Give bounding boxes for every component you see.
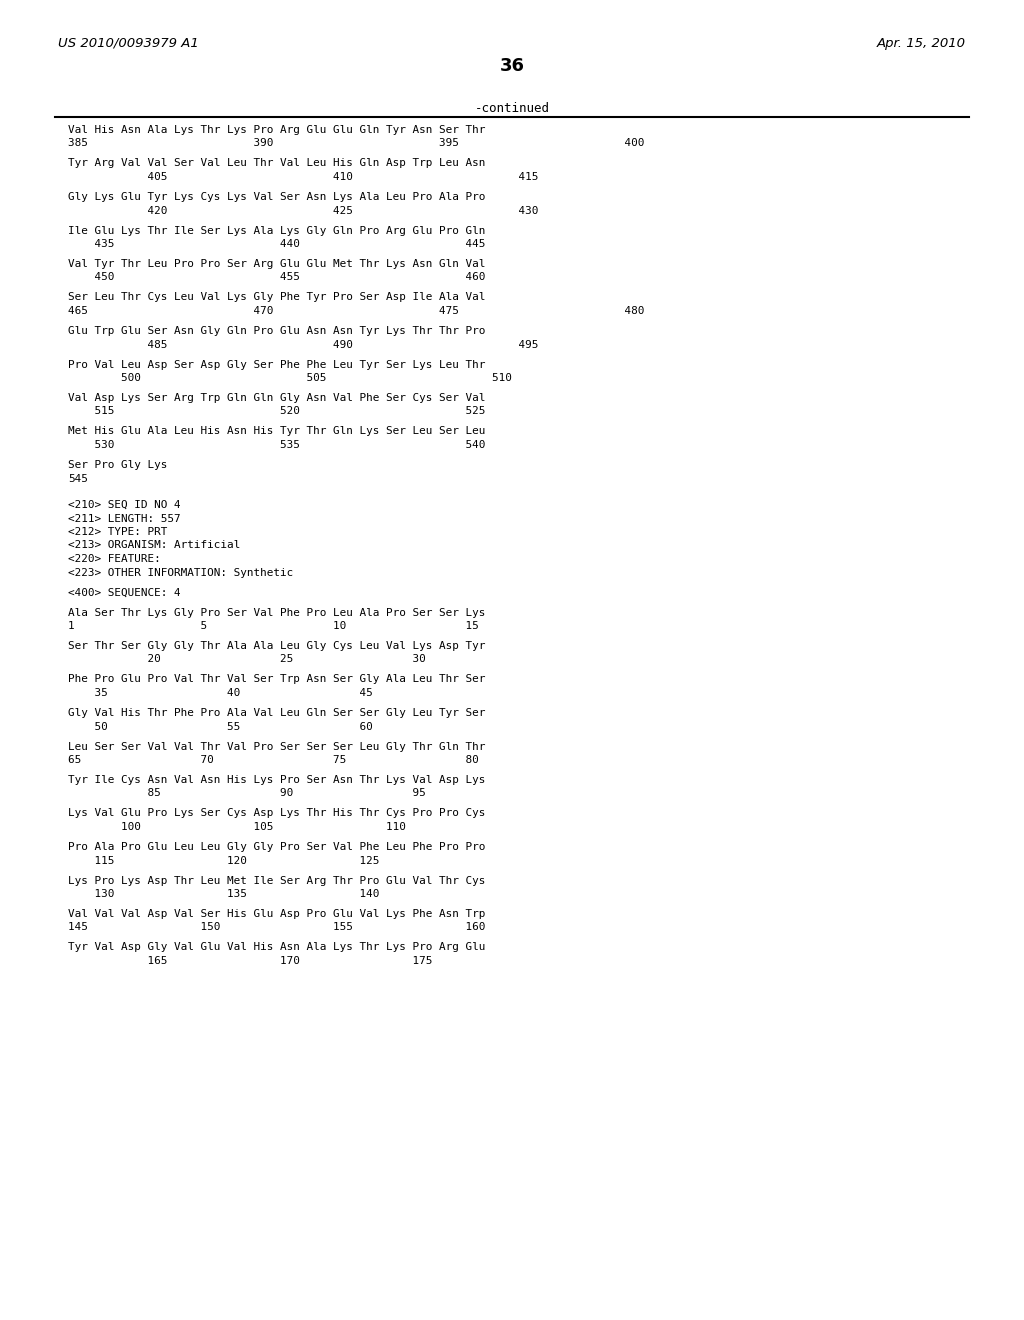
Text: 530                         535                         540: 530 535 540 [68, 440, 485, 450]
Text: Glu Trp Glu Ser Asn Gly Gln Pro Glu Asn Asn Tyr Lys Thr Thr Pro: Glu Trp Glu Ser Asn Gly Gln Pro Glu Asn … [68, 326, 485, 337]
Text: 435                         440                         445: 435 440 445 [68, 239, 485, 249]
Text: <211> LENGTH: 557: <211> LENGTH: 557 [68, 513, 180, 524]
Text: Tyr Ile Cys Asn Val Asn His Lys Pro Ser Asn Thr Lys Val Asp Lys: Tyr Ile Cys Asn Val Asn His Lys Pro Ser … [68, 775, 485, 785]
Text: 1                   5                   10                  15: 1 5 10 15 [68, 620, 479, 631]
Text: 405                         410                         415: 405 410 415 [68, 172, 539, 182]
Text: Val Val Val Asp Val Ser His Glu Asp Pro Glu Val Lys Phe Asn Trp: Val Val Val Asp Val Ser His Glu Asp Pro … [68, 909, 485, 919]
Text: 385                         390                         395                     : 385 390 395 [68, 139, 644, 149]
Text: US 2010/0093979 A1: US 2010/0093979 A1 [58, 37, 199, 50]
Text: 85                  90                  95: 85 90 95 [68, 788, 426, 799]
Text: Tyr Arg Val Val Ser Val Leu Thr Val Leu His Gln Asp Trp Leu Asn: Tyr Arg Val Val Ser Val Leu Thr Val Leu … [68, 158, 485, 169]
Text: Ser Thr Ser Gly Gly Thr Ala Ala Leu Gly Cys Leu Val Lys Asp Tyr: Ser Thr Ser Gly Gly Thr Ala Ala Leu Gly … [68, 642, 485, 651]
Text: -continued: -continued [474, 102, 550, 115]
Text: Apr. 15, 2010: Apr. 15, 2010 [877, 37, 966, 50]
Text: <223> OTHER INFORMATION: Synthetic: <223> OTHER INFORMATION: Synthetic [68, 568, 293, 578]
Text: 130                 135                 140: 130 135 140 [68, 888, 379, 899]
Text: 20                  25                  30: 20 25 30 [68, 655, 426, 664]
Text: 115                 120                 125: 115 120 125 [68, 855, 379, 866]
Text: <220> FEATURE:: <220> FEATURE: [68, 554, 161, 564]
Text: <400> SEQUENCE: 4: <400> SEQUENCE: 4 [68, 587, 180, 598]
Text: 485                         490                         495: 485 490 495 [68, 339, 539, 350]
Text: 545: 545 [68, 474, 88, 483]
Text: Gly Val His Thr Phe Pro Ala Val Leu Gln Ser Ser Gly Leu Tyr Ser: Gly Val His Thr Phe Pro Ala Val Leu Gln … [68, 708, 485, 718]
Text: 145                 150                 155                 160: 145 150 155 160 [68, 923, 485, 932]
Text: 36: 36 [500, 57, 524, 75]
Text: Met His Glu Ala Leu His Asn His Tyr Thr Gln Lys Ser Leu Ser Leu: Met His Glu Ala Leu His Asn His Tyr Thr … [68, 426, 485, 437]
Text: 420                         425                         430: 420 425 430 [68, 206, 539, 215]
Text: Val Tyr Thr Leu Pro Pro Ser Arg Glu Glu Met Thr Lys Asn Gln Val: Val Tyr Thr Leu Pro Pro Ser Arg Glu Glu … [68, 259, 485, 269]
Text: 35                  40                  45: 35 40 45 [68, 688, 373, 698]
Text: 450                         455                         460: 450 455 460 [68, 272, 485, 282]
Text: Phe Pro Glu Pro Val Thr Val Ser Trp Asn Ser Gly Ala Leu Thr Ser: Phe Pro Glu Pro Val Thr Val Ser Trp Asn … [68, 675, 485, 685]
Text: <212> TYPE: PRT: <212> TYPE: PRT [68, 527, 167, 537]
Text: Pro Val Leu Asp Ser Asp Gly Ser Phe Phe Leu Tyr Ser Lys Leu Thr: Pro Val Leu Asp Ser Asp Gly Ser Phe Phe … [68, 359, 485, 370]
Text: Leu Ser Ser Val Val Thr Val Pro Ser Ser Ser Leu Gly Thr Gln Thr: Leu Ser Ser Val Val Thr Val Pro Ser Ser … [68, 742, 485, 751]
Text: 165                 170                 175: 165 170 175 [68, 956, 432, 966]
Text: 65                  70                  75                  80: 65 70 75 80 [68, 755, 479, 766]
Text: Gly Lys Glu Tyr Lys Cys Lys Val Ser Asn Lys Ala Leu Pro Ala Pro: Gly Lys Glu Tyr Lys Cys Lys Val Ser Asn … [68, 191, 485, 202]
Text: Ala Ser Thr Lys Gly Pro Ser Val Phe Pro Leu Ala Pro Ser Ser Lys: Ala Ser Thr Lys Gly Pro Ser Val Phe Pro … [68, 607, 485, 618]
Text: <210> SEQ ID NO 4: <210> SEQ ID NO 4 [68, 500, 180, 510]
Text: Lys Val Glu Pro Lys Ser Cys Asp Lys Thr His Thr Cys Pro Pro Cys: Lys Val Glu Pro Lys Ser Cys Asp Lys Thr … [68, 808, 485, 818]
Text: 50                  55                  60: 50 55 60 [68, 722, 373, 731]
Text: Tyr Val Asp Gly Val Glu Val His Asn Ala Lys Thr Lys Pro Arg Glu: Tyr Val Asp Gly Val Glu Val His Asn Ala … [68, 942, 485, 953]
Text: 515                         520                         525: 515 520 525 [68, 407, 485, 417]
Text: Ile Glu Lys Thr Ile Ser Lys Ala Lys Gly Gln Pro Arg Glu Pro Gln: Ile Glu Lys Thr Ile Ser Lys Ala Lys Gly … [68, 226, 485, 235]
Text: <213> ORGANISM: Artificial: <213> ORGANISM: Artificial [68, 540, 241, 550]
Text: Pro Ala Pro Glu Leu Leu Gly Gly Pro Ser Val Phe Leu Phe Pro Pro: Pro Ala Pro Glu Leu Leu Gly Gly Pro Ser … [68, 842, 485, 851]
Text: 465                         470                         475                     : 465 470 475 [68, 306, 644, 315]
Text: Ser Pro Gly Lys: Ser Pro Gly Lys [68, 459, 167, 470]
Text: 100                 105                 110: 100 105 110 [68, 822, 406, 832]
Text: Val Asp Lys Ser Arg Trp Gln Gln Gly Asn Val Phe Ser Cys Ser Val: Val Asp Lys Ser Arg Trp Gln Gln Gly Asn … [68, 393, 485, 403]
Text: Val His Asn Ala Lys Thr Lys Pro Arg Glu Glu Gln Tyr Asn Ser Thr: Val His Asn Ala Lys Thr Lys Pro Arg Glu … [68, 125, 485, 135]
Text: 500                         505                         510: 500 505 510 [68, 374, 512, 383]
Text: Lys Pro Lys Asp Thr Leu Met Ile Ser Arg Thr Pro Glu Val Thr Cys: Lys Pro Lys Asp Thr Leu Met Ile Ser Arg … [68, 875, 485, 886]
Text: Ser Leu Thr Cys Leu Val Lys Gly Phe Tyr Pro Ser Asp Ile Ala Val: Ser Leu Thr Cys Leu Val Lys Gly Phe Tyr … [68, 293, 485, 302]
